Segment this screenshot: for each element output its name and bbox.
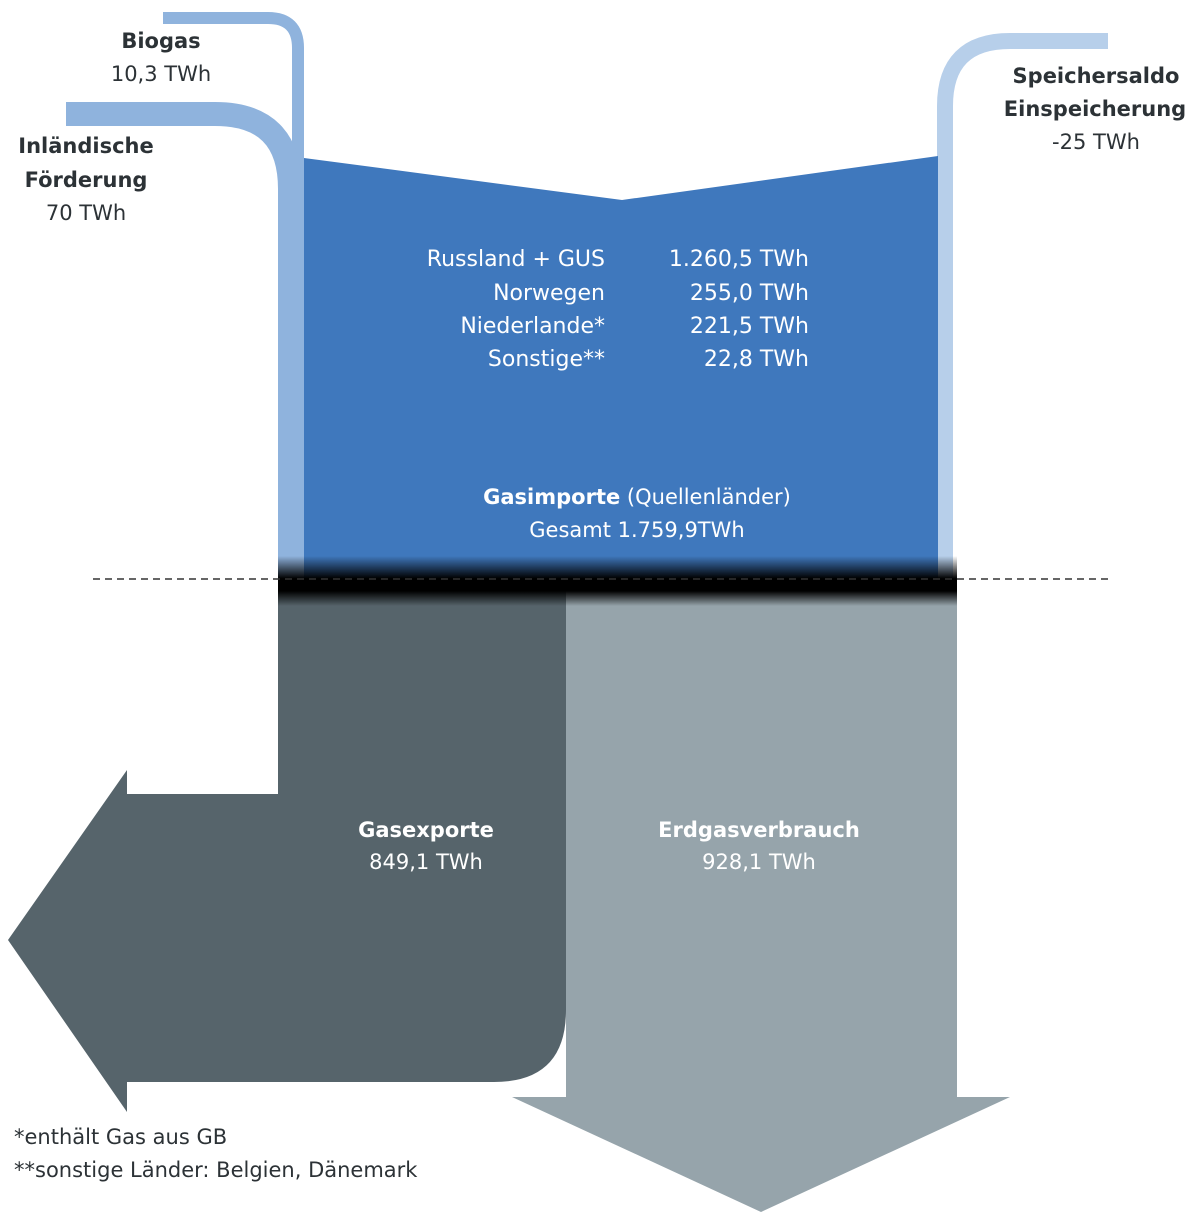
domestic-title-line1: Inländische — [18, 134, 154, 158]
storage-title-line1: Speichersaldo — [1012, 64, 1180, 88]
storage-flow — [937, 33, 1108, 585]
storage-title-line2: Einspeicherung — [1003, 97, 1187, 121]
source-name: Russland + GUS — [426, 247, 605, 272]
domestic-production-flow — [66, 102, 302, 585]
biogas-title: Biogas — [121, 29, 201, 53]
source-name: Sonstige** — [487, 347, 605, 372]
source-value: 22,8 TWh — [703, 347, 809, 372]
footnote-1: *enthält Gas aus GB — [14, 1125, 228, 1149]
source-value: 1.260,5 TWh — [668, 247, 809, 272]
imports-title-bold: Gasimporte — [483, 485, 621, 509]
biogas-value: 10,3 TWh — [110, 62, 212, 86]
junction-band — [278, 556, 957, 606]
footnote-2: **sonstige Länder: Belgien, Dänemark — [14, 1158, 418, 1182]
biogas-flow — [163, 12, 304, 585]
exports-value: 849,1 TWh — [369, 850, 483, 874]
imports-total: Gesamt 1.759,9TWh — [529, 518, 745, 542]
source-name: Niederlande* — [460, 314, 605, 339]
consumption-title: Erdgasverbrauch — [658, 818, 860, 842]
imports-box — [304, 156, 938, 585]
consumption-value: 928,1 TWh — [702, 850, 816, 874]
source-value: 221,5 TWh — [689, 314, 809, 339]
storage-value: -25 TWh — [1052, 130, 1140, 154]
domestic-title-line2: Förderung — [24, 168, 148, 192]
imports-title: Gasimporte (Quellenländer) — [483, 487, 791, 508]
source-value: 255,0 TWh — [689, 281, 809, 306]
domestic-value: 70 TWh — [45, 201, 127, 225]
exports-title: Gasexporte — [358, 818, 494, 842]
imports-title-rest: (Quellenländer) — [620, 485, 791, 509]
exports-arrow — [8, 580, 566, 1112]
source-name: Norwegen — [493, 281, 605, 306]
consumption-arrow — [512, 580, 1010, 1212]
